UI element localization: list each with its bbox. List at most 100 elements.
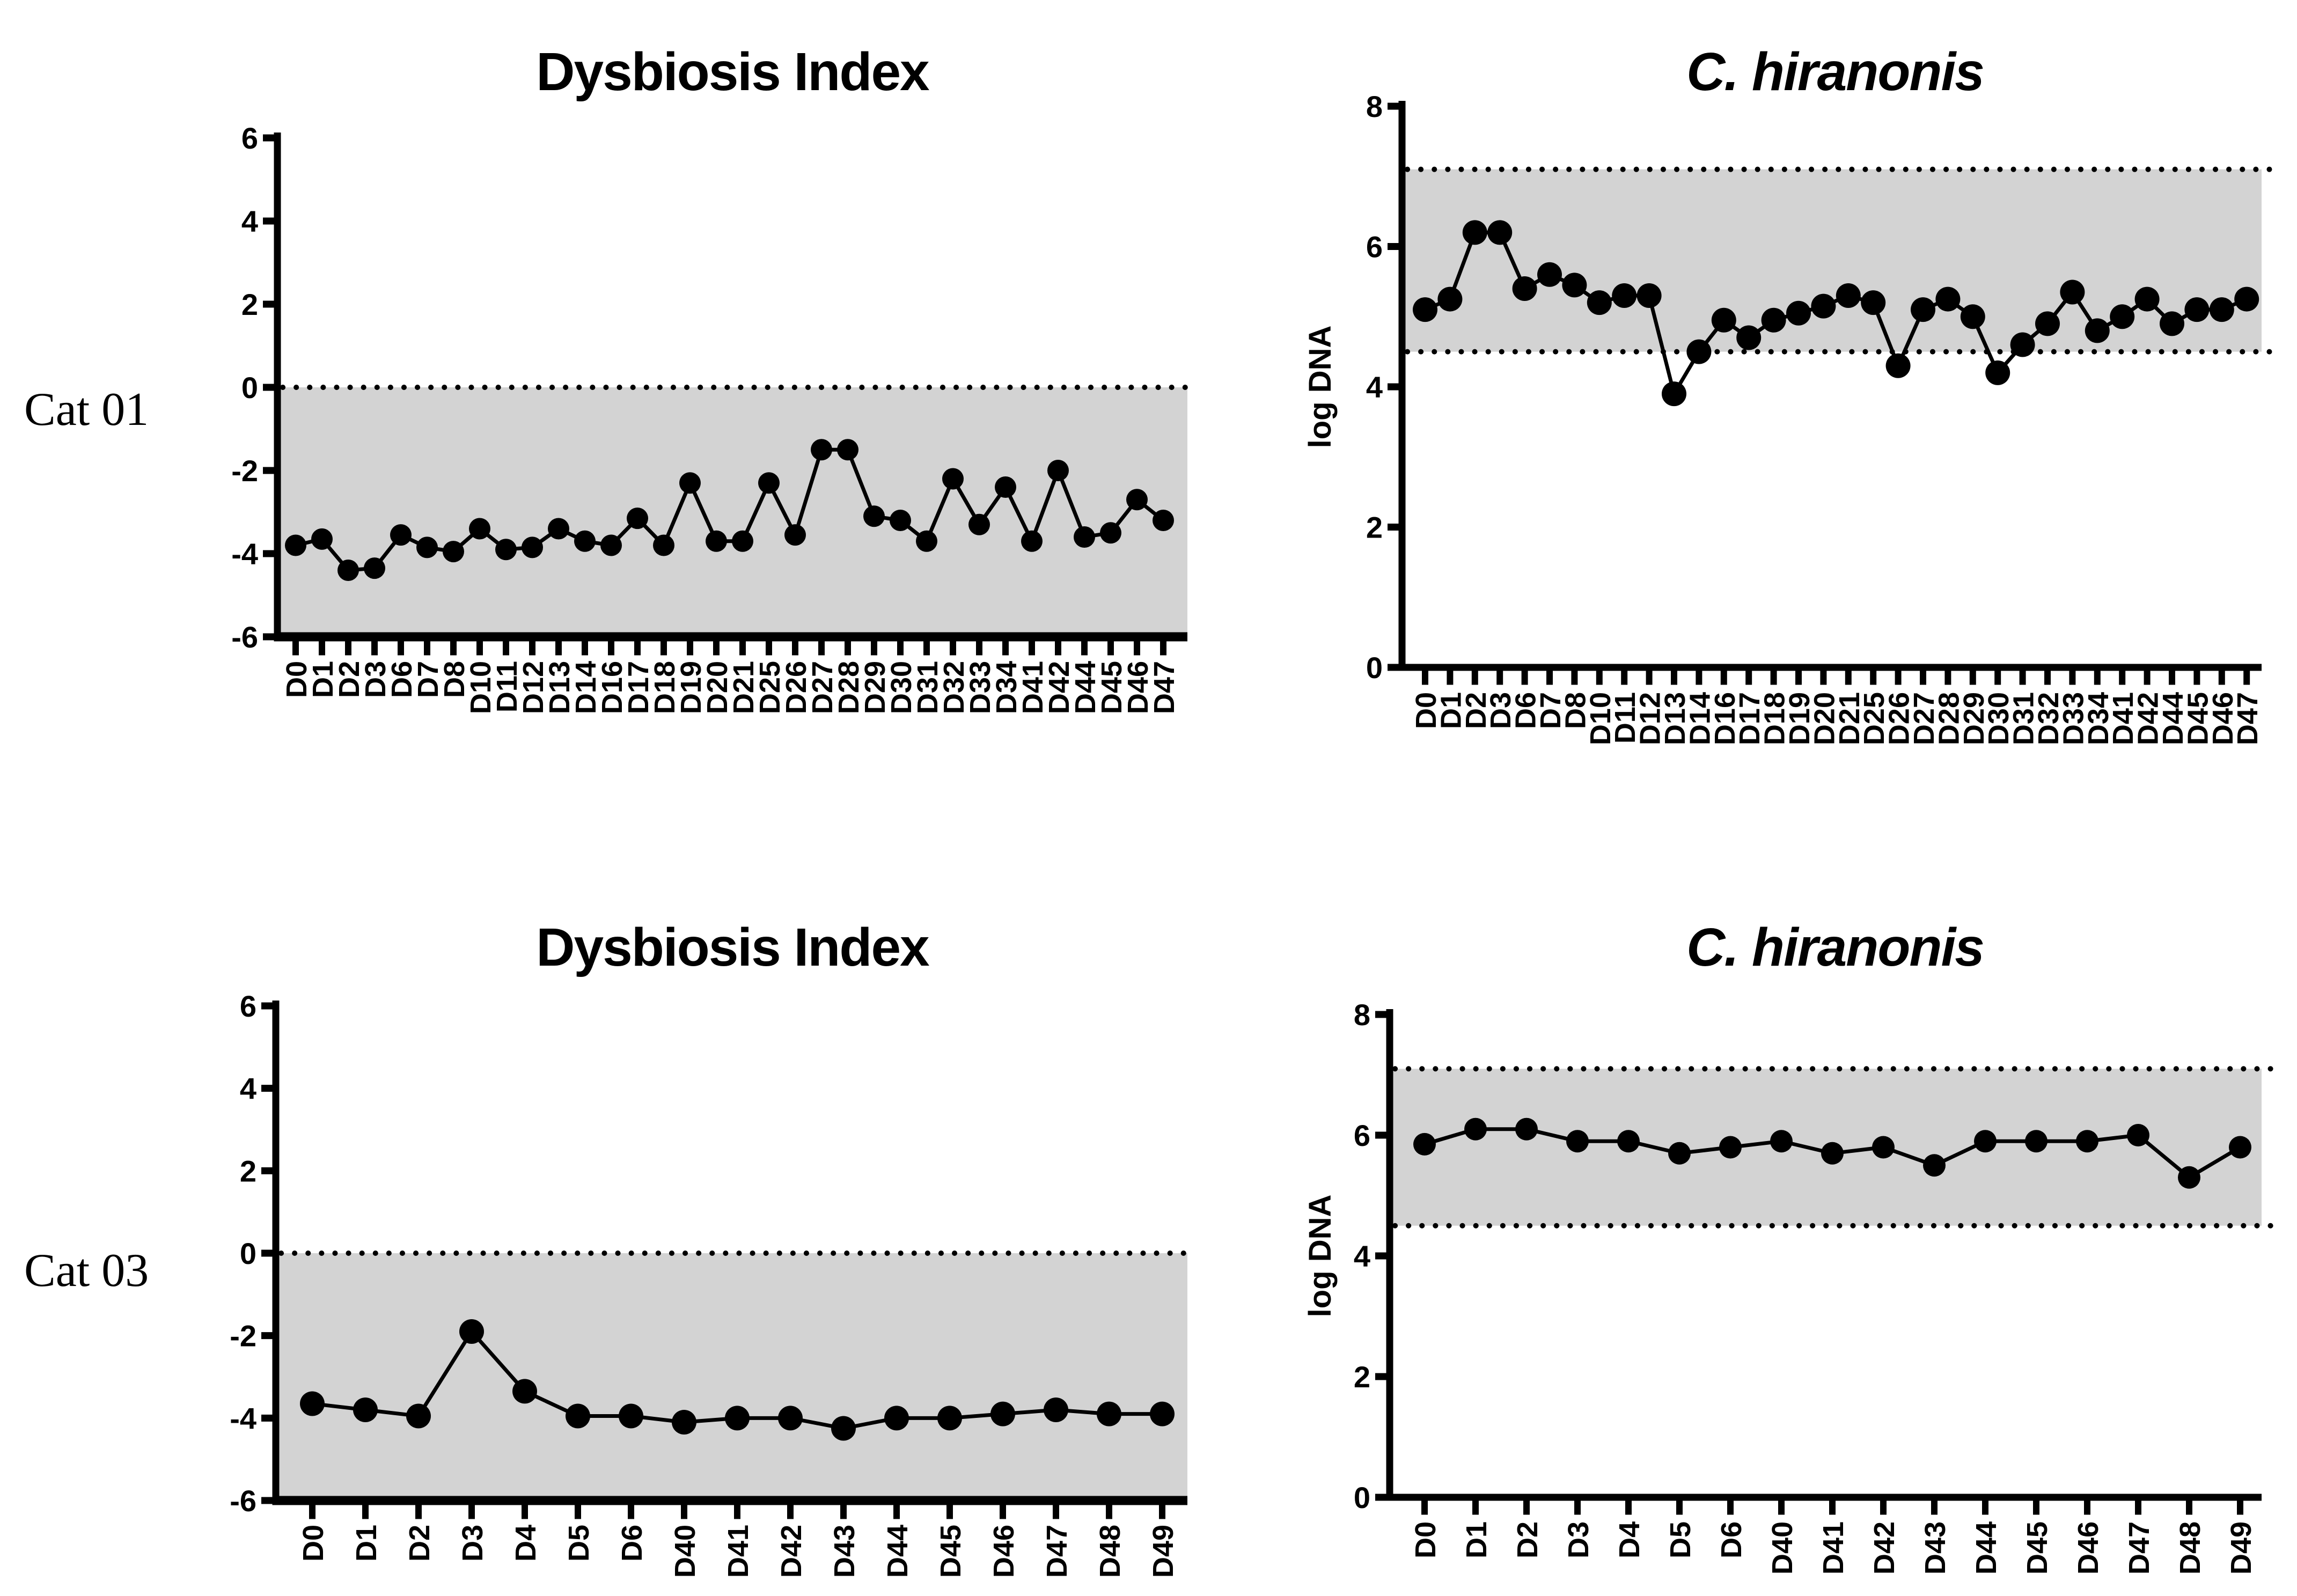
x-tick-label: D46 — [1122, 661, 1154, 714]
x-tick-label: D31 — [2008, 692, 2040, 745]
data-point — [937, 1406, 962, 1431]
data-point — [1885, 353, 1911, 378]
data-point — [990, 1401, 1015, 1426]
data-point — [1512, 276, 1537, 301]
x-tick-label: D6 — [386, 661, 418, 698]
data-point — [1719, 1136, 1742, 1159]
x-tick-label: D48 — [1094, 1525, 1126, 1578]
data-point — [1662, 381, 1686, 407]
x-tick-label: D27 — [1908, 692, 1940, 745]
data-point — [916, 530, 937, 552]
x-tick-label: D17 — [622, 661, 655, 714]
data-point — [672, 1410, 696, 1435]
chart-title: Dysbiosis Index — [536, 42, 929, 102]
x-tick-label: D3 — [359, 661, 392, 698]
data-point — [1515, 1117, 1538, 1141]
data-point — [1413, 297, 1437, 322]
data-point — [2184, 297, 2210, 322]
x-tick-label: D47 — [2232, 692, 2264, 745]
data-point — [1636, 283, 1662, 308]
data-point — [1566, 1130, 1589, 1153]
data-point — [2085, 318, 2110, 343]
data-point — [1462, 220, 1487, 245]
y-tick-label: 8 — [1354, 998, 1370, 1032]
data-point — [2025, 1130, 2048, 1153]
data-point — [1437, 286, 1463, 312]
data-point — [459, 1319, 484, 1344]
data-point — [2010, 332, 2035, 357]
x-tick-label: D13 — [1659, 692, 1691, 745]
data-point — [2178, 1166, 2200, 1189]
x-tick-label: D11 — [491, 661, 523, 712]
row-label-cat01: Cat 01 — [24, 384, 149, 436]
x-tick-label: D0 — [281, 661, 313, 698]
x-tick-label: D47 — [1148, 661, 1180, 714]
x-tick-label: D42 — [775, 1525, 808, 1578]
data-point — [831, 1416, 856, 1441]
x-tick-label: D45 — [2021, 1521, 2053, 1575]
data-point — [300, 1391, 325, 1416]
x-tick-label: D42 — [2132, 692, 2164, 745]
x-tick-label: D10 — [1584, 692, 1617, 745]
data-point — [2160, 311, 2184, 336]
data-point — [1686, 339, 1712, 364]
data-point — [1736, 325, 1762, 350]
data-point — [406, 1403, 431, 1429]
data-point — [619, 1403, 643, 1429]
x-tick-label: D21 — [728, 661, 760, 714]
data-point — [1153, 510, 1174, 531]
x-tick-label: D44 — [882, 1525, 914, 1578]
data-point — [890, 510, 911, 531]
data-point — [2060, 280, 2085, 305]
data-point — [548, 518, 569, 540]
data-point — [495, 539, 517, 561]
data-point — [863, 505, 885, 527]
x-tick-label: D33 — [964, 661, 996, 714]
y-tick-label: 6 — [1366, 230, 1383, 264]
y-tick-label: -6 — [230, 1484, 256, 1518]
x-tick-label: D19 — [675, 661, 707, 714]
x-tick-label: D45 — [935, 1525, 967, 1578]
data-point — [2127, 1124, 2149, 1146]
data-point — [311, 528, 333, 550]
chart-title: C. hiranonis — [1686, 42, 1984, 102]
x-tick-label: D8 — [1559, 692, 1591, 729]
data-point — [2134, 286, 2160, 312]
data-point — [1836, 283, 1861, 308]
x-tick-label: D41 — [1017, 661, 1049, 714]
x-tick-label: D2 — [403, 1525, 436, 1562]
x-tick-label: D12 — [517, 661, 549, 714]
x-tick-label: D8 — [438, 661, 471, 698]
data-point — [1811, 293, 1836, 319]
data-point — [2229, 1136, 2251, 1159]
x-tick-label: D33 — [2057, 692, 2089, 745]
data-point — [725, 1406, 750, 1431]
x-tick-label: D45 — [1096, 661, 1128, 714]
data-line — [295, 447, 1165, 572]
x-tick-label: D0 — [297, 1525, 329, 1562]
y-tick-label: 4 — [240, 1072, 256, 1106]
data-point — [1100, 522, 1121, 544]
data-point — [1464, 1117, 1487, 1141]
data-point — [627, 508, 648, 529]
x-tick-label: D30 — [885, 661, 918, 714]
data-point — [1923, 1154, 1946, 1177]
x-tick-label: D47 — [2123, 1521, 2155, 1575]
y-tick-label: 6 — [1354, 1119, 1370, 1152]
data-point — [968, 513, 990, 535]
data-point — [653, 534, 674, 556]
x-tick-label: D46 — [2072, 1521, 2104, 1575]
data-point — [784, 524, 806, 546]
x-tick-label: D44 — [1970, 1521, 2002, 1575]
data-point — [522, 536, 543, 558]
reference-shade-region — [276, 1253, 1187, 1501]
x-tick-label: D34 — [2082, 692, 2115, 745]
data-line — [1424, 230, 2248, 399]
x-tick-label: D48 — [2174, 1521, 2206, 1575]
x-tick-label: D46 — [988, 1525, 1020, 1578]
row-label-cat03: Cat 03 — [24, 1245, 149, 1297]
data-point — [1074, 526, 1095, 548]
y-tick-label: 2 — [240, 1154, 256, 1188]
x-tick-label: D25 — [754, 661, 786, 714]
x-tick-label: D3 — [1562, 1521, 1595, 1558]
